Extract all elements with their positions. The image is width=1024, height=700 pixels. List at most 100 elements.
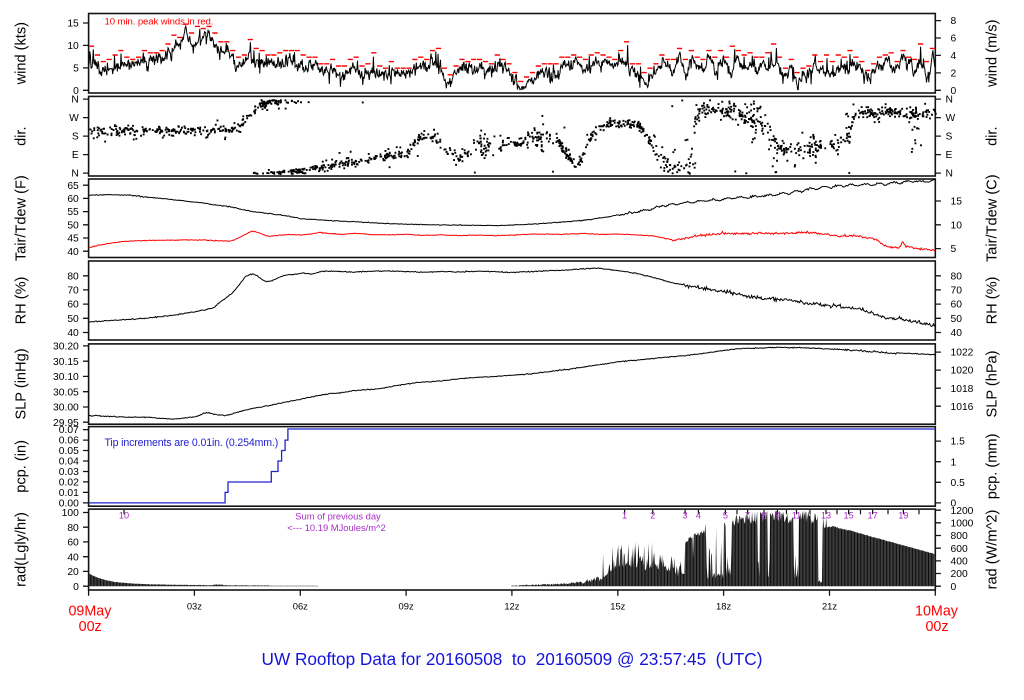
svg-text:pcp. (mm): pcp. (mm) [985, 434, 1001, 500]
svg-text:18z: 18z [716, 601, 731, 612]
svg-text:1: 1 [951, 457, 957, 468]
svg-text:SLP (inHg): SLP (inHg) [14, 348, 30, 419]
svg-text:200: 200 [951, 569, 968, 580]
svg-text:5: 5 [73, 64, 79, 75]
svg-text:wind (kts): wind (kts) [14, 22, 30, 85]
svg-text:00z: 00z [925, 619, 948, 635]
svg-text:0: 0 [951, 86, 957, 97]
svg-text:rad (W/m^2): rad (W/m^2) [985, 510, 1001, 590]
svg-text:E: E [946, 150, 953, 161]
svg-text:15: 15 [843, 511, 853, 521]
svg-text:06z: 06z [293, 601, 308, 612]
svg-text:0.01: 0.01 [59, 488, 79, 499]
svg-text:<--- 10.19 MJoules/m^2: <--- 10.19 MJoules/m^2 [287, 522, 385, 533]
svg-text:55: 55 [67, 207, 79, 218]
svg-text:45: 45 [67, 234, 79, 245]
svg-text:11: 11 [792, 511, 802, 521]
svg-text:60: 60 [951, 300, 963, 311]
svg-text:15: 15 [951, 197, 963, 208]
svg-text:0: 0 [951, 499, 957, 510]
svg-text:3: 3 [683, 511, 688, 521]
svg-text:50: 50 [67, 220, 79, 231]
svg-text:S: S [946, 132, 953, 143]
svg-text:30.05: 30.05 [53, 387, 79, 398]
svg-text:100: 100 [62, 508, 79, 519]
svg-text:40: 40 [67, 328, 79, 339]
svg-text:2: 2 [650, 511, 655, 521]
svg-text:Sum of previous day: Sum of previous day [295, 510, 381, 521]
svg-text:4: 4 [951, 51, 957, 62]
svg-text:03z: 03z [187, 601, 202, 612]
svg-text:1000: 1000 [951, 518, 974, 529]
svg-text:0.04: 0.04 [59, 457, 79, 468]
svg-text:N: N [71, 95, 78, 106]
svg-text:SLP (hPa): SLP (hPa) [985, 350, 1001, 417]
svg-text:10May: 10May [915, 604, 959, 620]
svg-text:600: 600 [951, 544, 968, 555]
svg-text:8: 8 [761, 511, 766, 521]
svg-text:6: 6 [951, 34, 957, 45]
svg-text:7: 7 [745, 511, 750, 521]
svg-text:RH (%): RH (%) [985, 277, 1001, 325]
svg-text:70: 70 [67, 286, 79, 297]
svg-text:dir.: dir. [14, 126, 30, 145]
svg-text:1022: 1022 [951, 348, 974, 359]
svg-text:0.5: 0.5 [951, 478, 966, 489]
svg-text:40: 40 [67, 552, 79, 563]
svg-text:N: N [946, 95, 953, 106]
svg-text:40: 40 [951, 328, 963, 339]
svg-text:10: 10 [951, 220, 963, 231]
svg-text:30.10: 30.10 [53, 372, 79, 383]
svg-text:1016: 1016 [951, 402, 974, 413]
svg-text:09May: 09May [68, 604, 112, 620]
svg-text:S: S [72, 132, 79, 143]
svg-text:5: 5 [951, 244, 957, 255]
svg-text:10 min. peak winds in red.: 10 min. peak winds in red. [105, 16, 214, 27]
svg-text:RH (%): RH (%) [14, 277, 30, 325]
svg-text:15z: 15z [610, 601, 625, 612]
svg-text:UW Rooftop Data for 20160508: UW Rooftop Data for 20160508 to 20160509… [262, 649, 763, 669]
svg-text:29.95: 29.95 [53, 418, 79, 429]
svg-text:Tair/Tdew (F): Tair/Tdew (F) [14, 175, 30, 261]
svg-text:dir.: dir. [985, 126, 1001, 145]
svg-text:70: 70 [951, 286, 963, 297]
svg-text:21z: 21z [822, 601, 837, 612]
svg-text:N: N [71, 169, 78, 180]
svg-text:E: E [72, 150, 79, 161]
svg-text:9: 9 [775, 511, 780, 521]
svg-text:65: 65 [67, 181, 79, 192]
svg-text:30.00: 30.00 [53, 403, 79, 414]
svg-text:80: 80 [67, 271, 79, 282]
svg-text:0.07: 0.07 [59, 425, 79, 436]
svg-text:2: 2 [951, 69, 957, 80]
svg-text:10: 10 [67, 41, 79, 52]
svg-text:09z: 09z [399, 601, 414, 612]
svg-text:4: 4 [696, 511, 701, 521]
svg-text:1020: 1020 [951, 366, 974, 377]
svg-text:20: 20 [67, 567, 79, 578]
svg-text:N: N [946, 169, 953, 180]
svg-text:60: 60 [67, 300, 79, 311]
svg-text:0.06: 0.06 [59, 436, 79, 447]
svg-text:80: 80 [951, 271, 963, 282]
svg-text:10: 10 [119, 511, 129, 521]
svg-text:30.15: 30.15 [53, 357, 79, 368]
svg-text:13: 13 [821, 511, 831, 521]
svg-text:1.5: 1.5 [951, 437, 966, 448]
svg-text:1: 1 [622, 511, 627, 521]
svg-text:60: 60 [67, 538, 79, 549]
svg-text:1018: 1018 [951, 384, 974, 395]
svg-text:80: 80 [67, 523, 79, 534]
svg-text:400: 400 [951, 557, 968, 568]
svg-text:50: 50 [951, 314, 963, 325]
svg-text:rad(Lgly/hr): rad(Lgly/hr) [14, 512, 30, 587]
svg-text:0.00: 0.00 [59, 499, 79, 510]
svg-text:Tip increments are 0.01in. (0.: Tip increments are 0.01in. (0.254mm.) [105, 437, 279, 449]
svg-text:0: 0 [73, 582, 79, 593]
svg-text:40: 40 [67, 247, 79, 258]
svg-text:1200: 1200 [951, 506, 974, 517]
svg-text:17: 17 [867, 511, 877, 521]
svg-text:wind (m/s): wind (m/s) [985, 20, 1001, 88]
svg-text:0.02: 0.02 [59, 478, 79, 489]
svg-text:30.20: 30.20 [53, 342, 79, 353]
